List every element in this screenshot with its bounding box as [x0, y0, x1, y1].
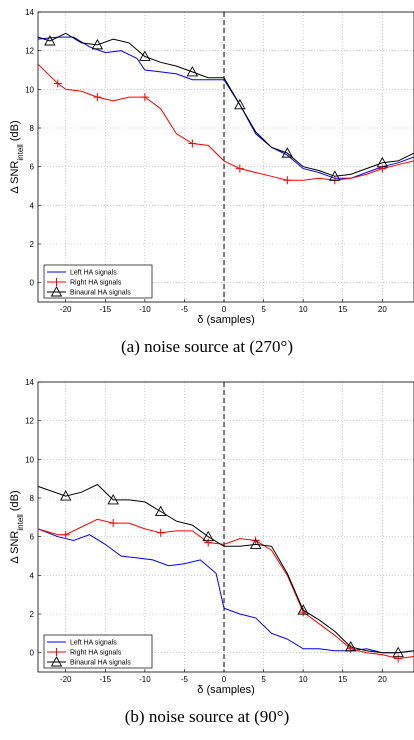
chart-a-xtick-label: 20: [378, 305, 387, 314]
chart-b-xtick-label: 0: [222, 675, 227, 684]
chart-a-series-1-marker: [53, 79, 62, 88]
chart-a-legend-marker: [50, 286, 63, 297]
chart-b-series-2-marker: [59, 490, 72, 501]
chart-b-series-2-marker: [107, 494, 119, 505]
chart-a-legend: Left HA signals Right HA signals Binaural …: [43, 264, 153, 299]
chart-b-series-1-marker: [204, 538, 213, 547]
chart-b-xtick-label: -15: [100, 675, 112, 684]
chart-b-ytick-label: 12: [25, 417, 34, 426]
chart-a-grid: [38, 11, 414, 302]
chart-a-caption: (a) noise source at (270°): [121, 337, 293, 356]
chart-a-series-2-marker: [329, 170, 341, 181]
chart-a-series-2-marker: [234, 98, 246, 110]
chart-a-series-1-marker: [93, 93, 102, 102]
chart-a-plot-frame: [37, 11, 414, 303]
chart-a-series-2-marker: [376, 156, 389, 168]
chart-b-ytick-label: 0: [30, 649, 35, 658]
chart-a-series-1-marker: [283, 176, 292, 185]
chart-b-legend: Left HA signals Right HA signals Binaural …: [43, 634, 153, 669]
chart-b-series-2-marker: [297, 604, 309, 615]
chart-b-x-axis-label: δ (samples): [197, 684, 254, 696]
chart-b-xtick-label: 10: [299, 675, 308, 684]
chart-b-series-2-marker: [392, 646, 404, 658]
chart-b-xtick-label: 5: [261, 675, 266, 684]
chart-a: -20 -15 -10 -5 0 5 10 15 20 0 2 4 6 8 10 12 14 Left HA si…: [9, 8, 414, 356]
chart-b-series-2-marker: [249, 538, 262, 549]
chart-b-legend-label: Binaural HA signals: [70, 660, 131, 667]
chart-b-series-1-marker: [61, 530, 70, 539]
chart-b-xtick-label: 20: [378, 675, 387, 684]
chart-b-series-2-marker: [344, 640, 357, 652]
chart-a-ytick-label: 10: [25, 85, 34, 94]
chart-b-legend-marker: [52, 648, 61, 656]
chart-a-ytick-label: 8: [30, 124, 35, 133]
chart-a-xtick-label: 10: [299, 305, 308, 314]
chart-a-xtick-label: 5: [261, 305, 266, 314]
chart-b-series-0-line: [37, 528, 414, 654]
chart-a-series-2-marker: [186, 66, 199, 77]
chart-b-ytick-label: 14: [25, 378, 34, 387]
chart-b-series-2-line: [37, 483, 414, 654]
chart-b-grid: [38, 381, 414, 672]
chart-b-series-2-marker: [202, 530, 214, 542]
chart-a-xtick-label: -5: [181, 305, 189, 314]
chart-a-series-1-line: [37, 63, 414, 181]
chart-b-legend-label: Left HA signals: [70, 640, 117, 647]
chart-a-series-0-line: [37, 36, 414, 179]
chart-a-legend-label: Left HA signals: [70, 270, 117, 277]
chart-a-y-axis-label: Δ SNRintell (dB): [9, 120, 25, 193]
chart-b-ytick-label: 4: [30, 571, 35, 580]
chart-b-xtick-label: -10: [139, 675, 151, 684]
chart-a-series-2-line: [37, 32, 414, 177]
chart-a-xtick-label: -15: [100, 305, 112, 314]
chart-a-series-1-marker: [378, 164, 387, 173]
chart-b-xtick-label: -5: [181, 675, 189, 684]
chart-a-legend-label: Right HA signals: [70, 280, 122, 287]
chart-b-ytick-label: 10: [25, 455, 34, 464]
chart-b-legend-label: Right HA signals: [70, 650, 122, 657]
chart-b-ytick-label: 8: [30, 494, 35, 503]
chart-b-series-1-marker: [109, 519, 118, 528]
chart-b-series-1-marker: [346, 644, 355, 653]
chart-a-series-1-marker: [235, 164, 244, 173]
chart-b-y-axis-label: Δ SNRintell (dB): [9, 490, 25, 563]
chart-a-xtick-label: 0: [222, 305, 227, 314]
chart-b-ytick-label: 2: [30, 610, 35, 619]
chart-a-legend-marker: [52, 278, 61, 286]
chart-a-xtick-label: -10: [139, 305, 151, 314]
chart-b-series-2-marker: [154, 505, 167, 516]
chart-a-xtick-label: 15: [338, 305, 347, 314]
chart-a-ytick-label: 4: [30, 201, 35, 210]
chart-a-ytick-label: 6: [30, 163, 35, 172]
chart-a-ytick-label: 12: [25, 47, 34, 56]
chart-b-plot-frame: [37, 381, 414, 673]
chart-b-series-1-marker: [251, 536, 260, 545]
chart-a-series-2-marker: [44, 35, 56, 46]
chart-a-legend-label: Binaural HA signals: [70, 290, 131, 297]
chart-b-xtick-label: 15: [338, 675, 347, 684]
chart-a-series-2-marker: [281, 147, 294, 158]
chart-b-caption: (b) noise source at (90°): [125, 707, 289, 726]
chart-a-x-axis-label: δ (samples): [197, 314, 254, 326]
chart-a-ytick-label: 0: [30, 279, 35, 288]
chart-a-series-2-marker: [139, 50, 151, 61]
chart-a-ytick-label: 14: [25, 8, 34, 17]
chart-b-series-1-marker: [394, 654, 403, 663]
chart-a-xtick-label: -20: [60, 305, 72, 314]
chart-b-xtick-label: -20: [60, 675, 72, 684]
chart-a-series-2-marker: [91, 38, 104, 50]
chart-b-ytick-label: 6: [30, 533, 35, 542]
chart-b-legend-marker: [50, 656, 63, 667]
chart-b: -20 -15 -10 -5 0 5 10 15 20 0 2 4 6 8 10 12 14 Left HA si…: [9, 378, 414, 726]
chart-b-series-1-marker: [156, 528, 165, 537]
chart-a-series-1-marker: [188, 139, 197, 148]
chart-a-ytick-label: 2: [30, 240, 35, 249]
chart-a-series-1-marker: [140, 93, 149, 102]
